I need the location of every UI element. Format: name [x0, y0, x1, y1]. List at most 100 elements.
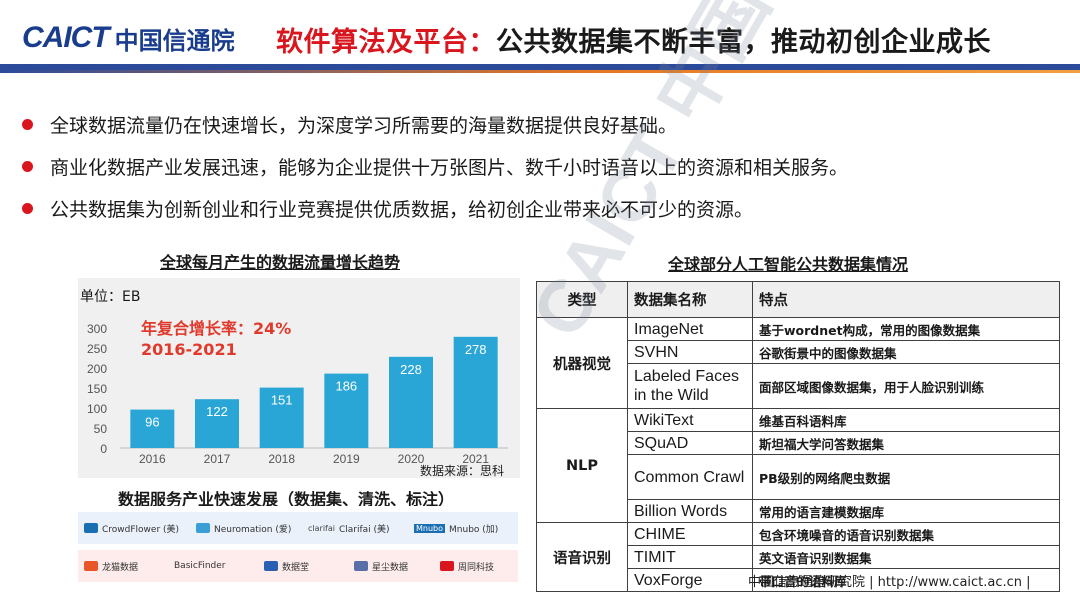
dataset-name: WikiText: [627, 408, 753, 432]
cagr-rate: 年复合增长率：24%: [141, 319, 292, 338]
crowdflower-logo: CrowdFlower (美): [78, 513, 188, 543]
zhoutong-icon: [440, 561, 454, 571]
slide-title: 软件算法及平台：公共数据集不断丰富，推动初创企业成长: [276, 20, 991, 59]
bar: [259, 387, 304, 448]
mnubo-label: Mnubo (加): [449, 524, 499, 535]
clarifai-label: Clarifai (美): [338, 524, 390, 535]
chart-unit-label: 单位：EB: [80, 289, 141, 305]
bar-value-label: 228: [400, 362, 422, 377]
stardust-label: 星尘数据: [372, 562, 409, 573]
table-row: 机器视觉 ImageNet 基于wordnet构成，常用的图像数据集: [536, 317, 1060, 409]
chart-title: 全球每月产生的数据流量增长趋势: [160, 253, 401, 272]
x-tick-label: 2017: [204, 452, 231, 466]
bullet-item: 公共数据集为创新创业和行业竞赛提供优质数据，给初创企业带来必不可少的资源。: [22, 195, 753, 222]
header-accent-divider: [0, 70, 1080, 73]
clarifai-logo: clarifai Clarifai (美): [302, 513, 402, 543]
bar-value-label: 186: [335, 379, 357, 394]
slide-title-red: 软件算法及平台：: [276, 27, 496, 58]
longmao-logo: 龙猫数据: [78, 551, 166, 581]
y-tick-label: 100: [87, 402, 107, 416]
table-row: Common Crawl PB级别的网络爬虫数据: [537, 454, 1060, 500]
dataset-name: VoxForge: [627, 568, 753, 592]
mnubo-icon: Mnubo: [414, 523, 446, 533]
dataset-feature: 英文语音识别数据集: [752, 545, 1060, 569]
dataset-name: Labeled Faces in the Wild: [627, 363, 753, 409]
basicfinder-logo: BasicFinder: [168, 551, 256, 581]
bullet-dot-icon: [22, 161, 33, 172]
x-tick-label: 2019: [333, 452, 360, 466]
dataset-name: ImageNet: [627, 317, 753, 341]
dataset-name: TIMIT: [627, 545, 753, 569]
bar: [324, 373, 369, 448]
dataset-name: Billion Words: [627, 499, 753, 523]
category-cell: NLP: [536, 408, 628, 523]
bar-value-label: 96: [145, 415, 159, 430]
table-row: 语音识别 CHIME 包含环境噪音的语音识别数据集: [536, 522, 1060, 592]
bullet-text: 全球数据流量仍在快速增长，为深度学习所需要的海量数据提供良好基础。: [50, 115, 678, 137]
table-row: TIMIT 英文语音识别数据集: [537, 545, 1060, 569]
footer: 中国信息通信研究院 | http://www.caict.ac.cn |: [748, 575, 1031, 590]
logo-text-cn: 中国信通院: [114, 26, 235, 55]
longmao-label: 龙猫数据: [102, 562, 139, 573]
table-row: Labeled Faces in the Wild 面部区域图像数据集，用于人脸…: [537, 363, 1060, 409]
bar-value-label: 122: [206, 404, 228, 419]
zhoutong-logo: 周同科技: [434, 551, 518, 581]
bar: [389, 356, 433, 448]
x-tick-label: 2016: [139, 452, 166, 466]
caict-logo: CAICT 中国信通院: [22, 21, 235, 55]
dataset-feature: 斯坦福大学问答数据集: [752, 431, 1060, 455]
table-title: 全球部分人工智能公共数据集情况: [668, 255, 909, 274]
y-tick-label: 50: [94, 422, 108, 436]
cagr-period: 2016-2021: [141, 340, 237, 359]
dataset-feature: 基于wordnet构成，常用的图像数据集: [752, 317, 1060, 341]
datatang-icon: [264, 561, 278, 571]
stardust-icon: [354, 561, 368, 571]
bar: [195, 399, 239, 448]
neuromation-icon: [196, 523, 210, 533]
dataset-table: 类型 数据集名称 特点 机器视觉 ImageNet 基于wordnet构成，常用…: [536, 281, 1060, 592]
category-cell: 机器视觉: [536, 317, 628, 409]
stardust-logo: 星尘数据: [348, 551, 432, 581]
bar: [130, 409, 175, 448]
y-tick-label: 150: [87, 382, 107, 396]
category-cell: 语音识别: [536, 522, 628, 592]
column-header: 特点: [752, 281, 1060, 318]
chart-source: 数据来源：思科: [420, 464, 505, 478]
dataset-name: Common Crawl: [627, 454, 753, 500]
crowdflower-icon: [84, 523, 98, 533]
dataset-name: SQuAD: [627, 431, 753, 455]
services-title: 数据服务产业快速发展（数据集、清洗、标注）: [118, 490, 455, 506]
dataset-feature: 谷歌街景中的图像数据集: [752, 340, 1060, 364]
bar-value-label: 151: [271, 393, 293, 408]
service-logos-row-1: CrowdFlower (美) Neuromation (爱) clarifai…: [78, 512, 518, 544]
table-header-row: 类型 数据集名称 特点: [536, 281, 1060, 318]
x-tick-label: 2020: [398, 452, 425, 466]
dataset-feature: PB级别的网络爬虫数据: [752, 454, 1060, 500]
bullet-dot-icon: [22, 119, 33, 130]
service-logos-row-2: 龙猫数据 BasicFinder 数据堂 星尘数据 周同科技: [78, 550, 518, 582]
cagr-annotation: 年复合增长率：24% 2016-2021: [141, 318, 291, 360]
dataset-name: SVHN: [627, 340, 753, 364]
longmao-icon: [84, 561, 98, 571]
bullet-dot-icon: [22, 203, 33, 214]
dataset-feature: 带口音的语料库: [752, 568, 1060, 592]
x-tick-label: 2018: [268, 452, 295, 466]
basicfinder-label: BasicFinder: [174, 561, 226, 571]
dataset-feature: 维基百科语料库: [752, 408, 1060, 432]
x-tick-label: 2021: [462, 452, 489, 466]
bar-value-label: 278: [465, 342, 487, 357]
y-tick-label: 250: [87, 342, 107, 356]
clarifai-icon: clarifai: [308, 523, 335, 533]
table-row: NLP WikiText 维基百科语料库: [536, 408, 1060, 523]
dataset-name: CHIME: [627, 522, 753, 546]
y-tick-label: 200: [87, 362, 107, 376]
dataset-feature: 面部区域图像数据集，用于人脸识别训练: [752, 363, 1060, 409]
column-header: 数据集名称: [627, 281, 753, 318]
logo-text-en: CAICT: [22, 21, 110, 54]
table-row: VoxForge 带口音的语料库: [537, 568, 1060, 592]
slide-title-dark: 公共数据集不断丰富，推动初创企业成长: [496, 27, 991, 58]
column-header: 类型: [536, 281, 628, 318]
mnubo-logo: Mnubo Mnubo (加): [408, 513, 516, 543]
datatang-logo: 数据堂: [258, 551, 346, 581]
